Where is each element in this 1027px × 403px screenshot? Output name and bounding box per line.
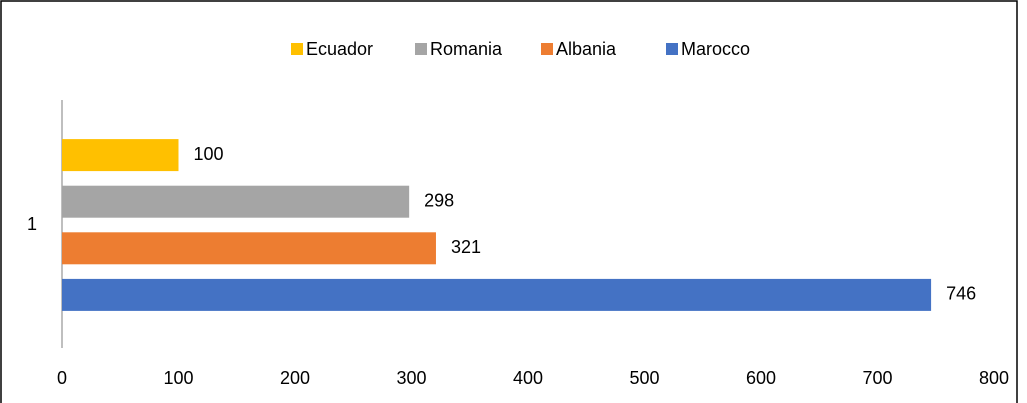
data-label: 746 [946, 284, 976, 304]
x-tick-label: 600 [746, 368, 776, 388]
y-tick-label: 1 [27, 214, 37, 234]
bar [62, 139, 179, 172]
legend-label: Albania [556, 39, 617, 59]
legend-label: Ecuador [306, 39, 373, 59]
x-tick-label: 0 [57, 368, 67, 388]
x-tick-label: 700 [862, 368, 892, 388]
x-tick-label: 400 [513, 368, 543, 388]
bar [62, 185, 410, 218]
data-label: 298 [424, 190, 454, 210]
x-tick-label: 200 [280, 368, 310, 388]
x-tick-label: 100 [163, 368, 193, 388]
legend-swatch [291, 43, 303, 55]
legend-swatch [666, 43, 678, 55]
legend-label: Marocco [681, 39, 750, 59]
legend-swatch [415, 43, 427, 55]
data-label: 321 [451, 237, 481, 257]
x-tick-label: 500 [629, 368, 659, 388]
x-tick-label: 300 [396, 368, 426, 388]
legend-label: Romania [430, 39, 503, 59]
data-label: 100 [194, 144, 224, 164]
legend-swatch [541, 43, 553, 55]
bar [62, 232, 436, 265]
bar [62, 278, 932, 311]
x-tick-label: 800 [979, 368, 1009, 388]
